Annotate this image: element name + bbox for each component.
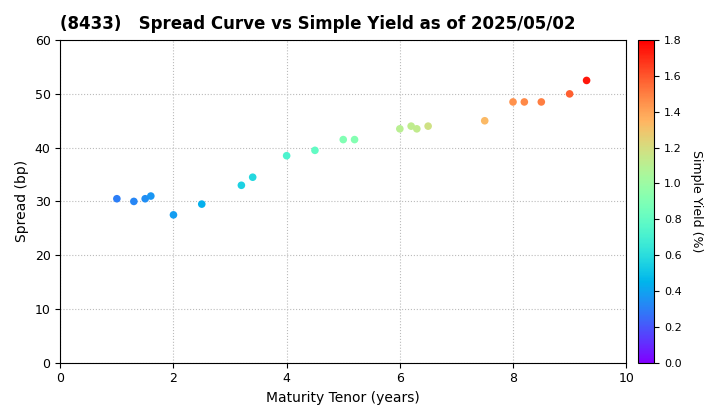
Point bbox=[564, 91, 575, 97]
Point bbox=[411, 126, 423, 132]
Point bbox=[235, 182, 247, 189]
Point bbox=[338, 136, 349, 143]
Point bbox=[423, 123, 434, 129]
Point bbox=[281, 152, 292, 159]
X-axis label: Maturity Tenor (years): Maturity Tenor (years) bbox=[266, 391, 420, 405]
Point bbox=[348, 136, 360, 143]
Point bbox=[581, 77, 593, 84]
Point bbox=[111, 195, 122, 202]
Point bbox=[168, 212, 179, 218]
Point bbox=[128, 198, 140, 205]
Y-axis label: Simple Yield (%): Simple Yield (%) bbox=[690, 150, 703, 252]
Point bbox=[309, 147, 320, 154]
Point bbox=[196, 201, 207, 207]
Point bbox=[518, 99, 530, 105]
Point bbox=[405, 123, 417, 129]
Point bbox=[247, 174, 258, 181]
Point bbox=[536, 99, 547, 105]
Text: (8433)   Spread Curve vs Simple Yield as of 2025/05/02: (8433) Spread Curve vs Simple Yield as o… bbox=[60, 15, 576, 33]
Y-axis label: Spread (bp): Spread (bp) bbox=[15, 160, 29, 242]
Point bbox=[394, 126, 405, 132]
Point bbox=[145, 193, 156, 199]
Point bbox=[140, 195, 151, 202]
Point bbox=[479, 118, 490, 124]
Point bbox=[508, 99, 519, 105]
